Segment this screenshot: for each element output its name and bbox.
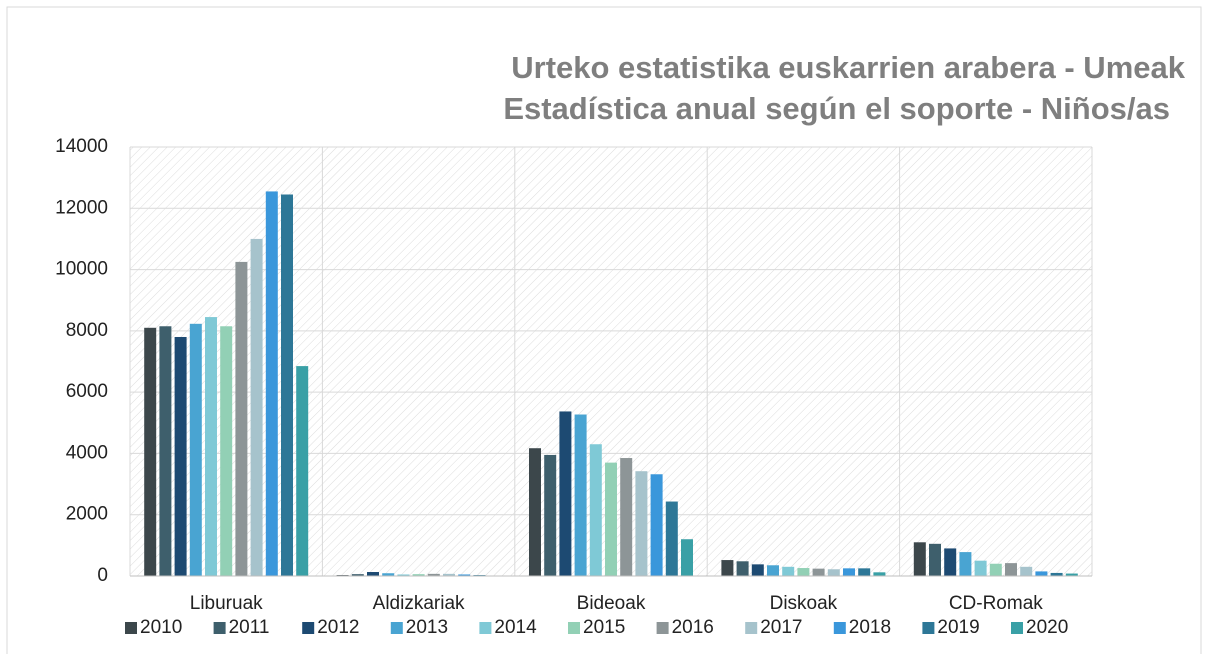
legend-label: 2011 bbox=[229, 617, 270, 638]
legend-label: 2016 bbox=[672, 617, 714, 638]
bar bbox=[590, 444, 602, 576]
legend-label: 2015 bbox=[583, 617, 625, 638]
bar bbox=[559, 411, 571, 576]
bar bbox=[205, 317, 217, 576]
bar bbox=[144, 328, 156, 576]
x-tick-label: Diskoak bbox=[770, 593, 838, 614]
bar bbox=[797, 568, 809, 576]
y-tick-label: 14000 bbox=[55, 136, 108, 157]
y-tick-label: 4000 bbox=[66, 442, 108, 463]
bar bbox=[1005, 563, 1017, 576]
bar bbox=[190, 324, 202, 576]
bar bbox=[737, 561, 749, 576]
bar bbox=[843, 568, 855, 576]
chart-subtitle: Estadística anual según el soporte - Niñ… bbox=[503, 91, 1170, 126]
bar bbox=[620, 458, 632, 576]
legend-swatch bbox=[834, 622, 846, 634]
legend-swatch bbox=[1011, 622, 1023, 634]
bar bbox=[782, 567, 794, 576]
bar bbox=[873, 572, 885, 576]
y-tick-label: 2000 bbox=[66, 504, 108, 525]
bar bbox=[296, 366, 308, 576]
bar bbox=[529, 448, 541, 576]
legend-swatch bbox=[214, 622, 226, 634]
bar bbox=[651, 474, 663, 576]
bar bbox=[1020, 567, 1032, 576]
legend-label: 2014 bbox=[494, 617, 537, 638]
legend-swatch bbox=[125, 622, 137, 634]
bar bbox=[813, 569, 825, 576]
legend-label: 2010 bbox=[140, 617, 182, 638]
bar bbox=[975, 561, 987, 576]
bar bbox=[752, 564, 764, 576]
legend-swatch bbox=[657, 622, 669, 634]
legend-swatch bbox=[479, 622, 491, 634]
bar bbox=[959, 552, 971, 576]
bar bbox=[721, 560, 733, 576]
legend-label: 2019 bbox=[937, 617, 979, 638]
bar bbox=[635, 471, 647, 576]
bar bbox=[159, 326, 171, 576]
bar bbox=[990, 564, 1002, 576]
bar bbox=[367, 572, 379, 576]
legend-swatch bbox=[922, 622, 934, 634]
y-tick-label: 8000 bbox=[66, 320, 108, 341]
bar bbox=[251, 239, 263, 576]
bar bbox=[767, 565, 779, 576]
bar bbox=[175, 337, 187, 576]
bar bbox=[858, 568, 870, 576]
legend-swatch bbox=[391, 622, 403, 634]
y-tick-label: 12000 bbox=[55, 197, 108, 218]
legend-label: 2017 bbox=[760, 617, 802, 638]
x-tick-label: Liburuak bbox=[190, 593, 263, 614]
chart-title: Urteko estatistika euskarrien arabera - … bbox=[511, 50, 1185, 85]
bar bbox=[266, 191, 278, 576]
bar bbox=[914, 542, 926, 576]
x-tick-label: Bideoak bbox=[577, 593, 646, 614]
bar bbox=[605, 463, 617, 576]
bar bbox=[1035, 571, 1047, 576]
y-tick-label: 10000 bbox=[55, 259, 108, 280]
legend-label: 2012 bbox=[317, 617, 359, 638]
legend-label: 2013 bbox=[406, 617, 448, 638]
bar bbox=[828, 569, 840, 576]
x-tick-label: Aldizkariak bbox=[373, 593, 465, 614]
y-tick-label: 0 bbox=[97, 565, 108, 586]
legend-swatch bbox=[745, 622, 757, 634]
bar bbox=[944, 548, 956, 576]
bar bbox=[575, 415, 587, 576]
x-tick-label: CD-Romak bbox=[949, 593, 1043, 614]
bar bbox=[281, 194, 293, 576]
bar bbox=[544, 455, 556, 576]
bar bbox=[220, 326, 232, 576]
bar bbox=[666, 502, 678, 576]
legend-swatch bbox=[568, 622, 580, 634]
bar bbox=[235, 262, 247, 576]
bar bbox=[681, 539, 693, 576]
y-tick-label: 6000 bbox=[66, 381, 108, 402]
bar bbox=[929, 544, 941, 576]
legend-swatch bbox=[302, 622, 314, 634]
legend-label: 2020 bbox=[1026, 617, 1068, 638]
legend-label: 2018 bbox=[849, 617, 891, 638]
